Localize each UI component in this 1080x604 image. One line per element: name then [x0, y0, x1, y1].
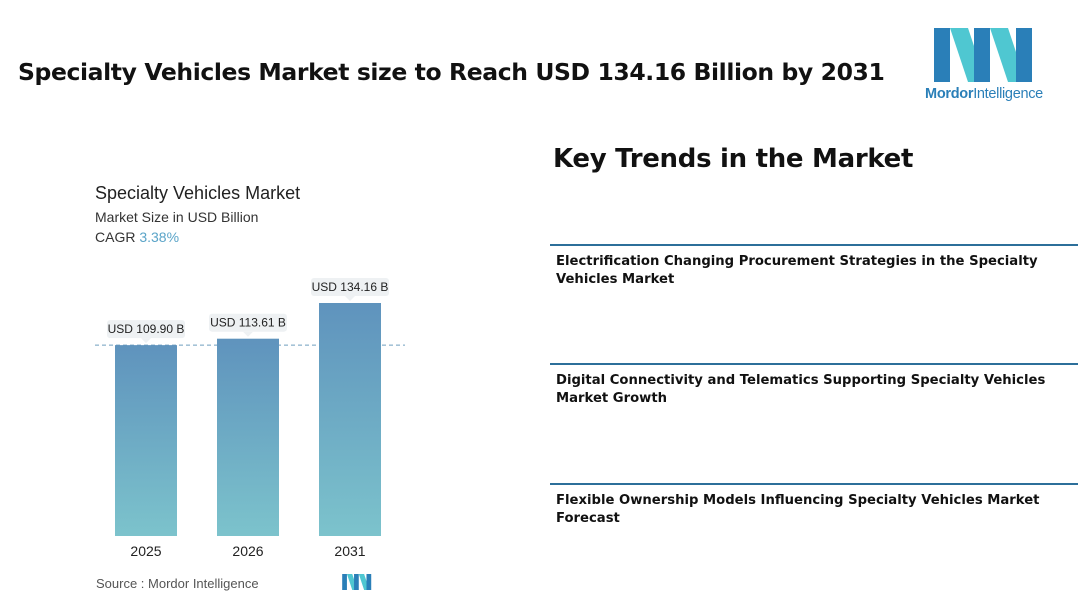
trend-item-label: Flexible Ownership Models Influencing Sp… [556, 493, 1040, 526]
logo-name-bold: Mordor [925, 86, 974, 102]
cagr-value: 3.38% [139, 229, 180, 245]
data-label: USD 109.90 B [108, 322, 185, 336]
data-label: USD 134.16 B [312, 280, 389, 294]
trend-item: Electrification Changing Procurement Str… [550, 244, 1078, 289]
data-label-box [209, 313, 287, 332]
key-trends-heading: Key Trends in the Market [553, 144, 914, 174]
bar-2026 [217, 338, 279, 536]
logo-name-rest: Intelligence [973, 86, 1043, 102]
bar-chart: USD 109.90 B 2025 USD 113.61 B 2026 USD 134.… [95, 278, 405, 559]
bar-2031 [319, 303, 381, 536]
chart-title: Specialty Vehicles Market [95, 183, 301, 203]
page-title: Specialty Vehicles Market size to Reach … [18, 58, 885, 86]
mordor-intelligence-logo: MordorIntelligence [922, 28, 1046, 104]
cagr-line: CAGR 3.38% [95, 229, 179, 245]
data-label: USD 113.61 B [210, 316, 286, 330]
logo-wordmark: MordorIntelligence [922, 86, 1046, 102]
data-label-pointer [243, 331, 253, 337]
x-tick-label: 2026 [232, 543, 263, 559]
cagr-label: CAGR [95, 229, 136, 245]
data-label-box [107, 320, 185, 339]
source-note: Source : Mordor Intelligence [96, 576, 259, 591]
trend-item: Digital Connectivity and Telematics Supp… [550, 363, 1078, 408]
trend-item: Flexible Ownership Models Influencing Sp… [550, 483, 1078, 528]
mordor-logo-icon [934, 28, 1032, 82]
chart-subtitle: Market Size in USD Billion [95, 209, 259, 225]
data-label-box [311, 278, 389, 296]
source-logo-icon [342, 574, 372, 590]
x-tick-label: 2031 [334, 543, 365, 559]
x-tick-label: 2025 [130, 543, 161, 559]
data-label-pointer [345, 296, 355, 301]
bar-2025 [115, 345, 177, 536]
trend-item-label: Digital Connectivity and Telematics Supp… [556, 373, 1046, 406]
data-label-pointer [141, 338, 151, 344]
trend-item-label: Electrification Changing Procurement Str… [556, 254, 1038, 287]
